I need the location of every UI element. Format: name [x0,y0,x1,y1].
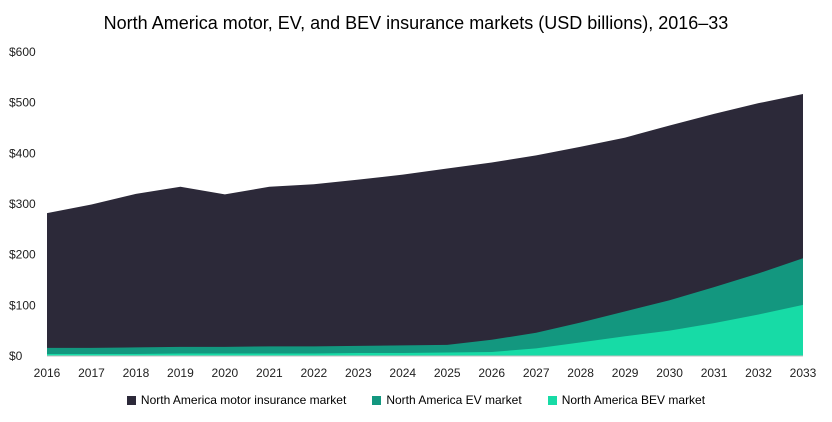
x-tick-label: 2028 [567,366,594,380]
x-tick-label: 2019 [167,366,194,380]
legend: North America motor insurance market Nort… [0,393,832,407]
y-tick-label: $100 [9,298,36,312]
x-tick-label: 2024 [389,366,416,380]
legend-label: North America BEV market [561,393,706,407]
x-tick-label: 2027 [523,366,550,380]
legend-item-2: North America BEV market [547,393,706,407]
x-axis-ticks: 2016 2017 2018 2019 2020 2021 2022 2023 2024 2025… [34,366,817,380]
x-tick-label: 2026 [478,366,505,380]
y-tick-label: $300 [9,197,36,211]
legend-item-0: North America motor insurance market [126,393,347,407]
y-axis-ticks: $0 $100 $200 $300 $400 $500 $600 [9,45,36,363]
x-tick-label: 2025 [434,366,461,380]
x-tick-label: 2023 [345,366,372,380]
x-tick-label: 2016 [34,366,61,380]
x-tick-label: 2021 [256,366,283,380]
x-tick-label: 2022 [300,366,327,380]
y-tick-label: $200 [9,248,36,262]
legend-item-1: North America EV market [372,393,522,407]
x-tick-label: 2030 [656,366,683,380]
x-tick-label: 2029 [612,366,639,380]
x-tick-label: 2017 [78,366,105,380]
chart-title: North America motor, EV, and BEV insuran… [103,13,729,33]
legend-label: North America EV market [386,393,522,407]
area-series-0 [47,94,803,356]
y-tick-label: $0 [9,349,23,363]
y-tick-label: $500 [9,96,36,110]
x-tick-label: 2033 [790,366,817,380]
x-tick-label: 2020 [212,366,239,380]
plot-areas [47,94,803,356]
y-tick-label: $400 [9,146,36,160]
legend-swatch [372,395,382,405]
legend-swatch [547,395,557,405]
x-tick-label: 2018 [123,366,150,380]
legend-swatch [126,395,136,405]
y-tick-label: $600 [9,45,36,59]
area-series-1 [47,258,803,356]
x-tick-label: 2031 [701,366,728,380]
x-tick-label: 2032 [745,366,772,380]
area-series-2 [47,304,803,356]
legend-label: North America motor insurance market [140,393,347,407]
